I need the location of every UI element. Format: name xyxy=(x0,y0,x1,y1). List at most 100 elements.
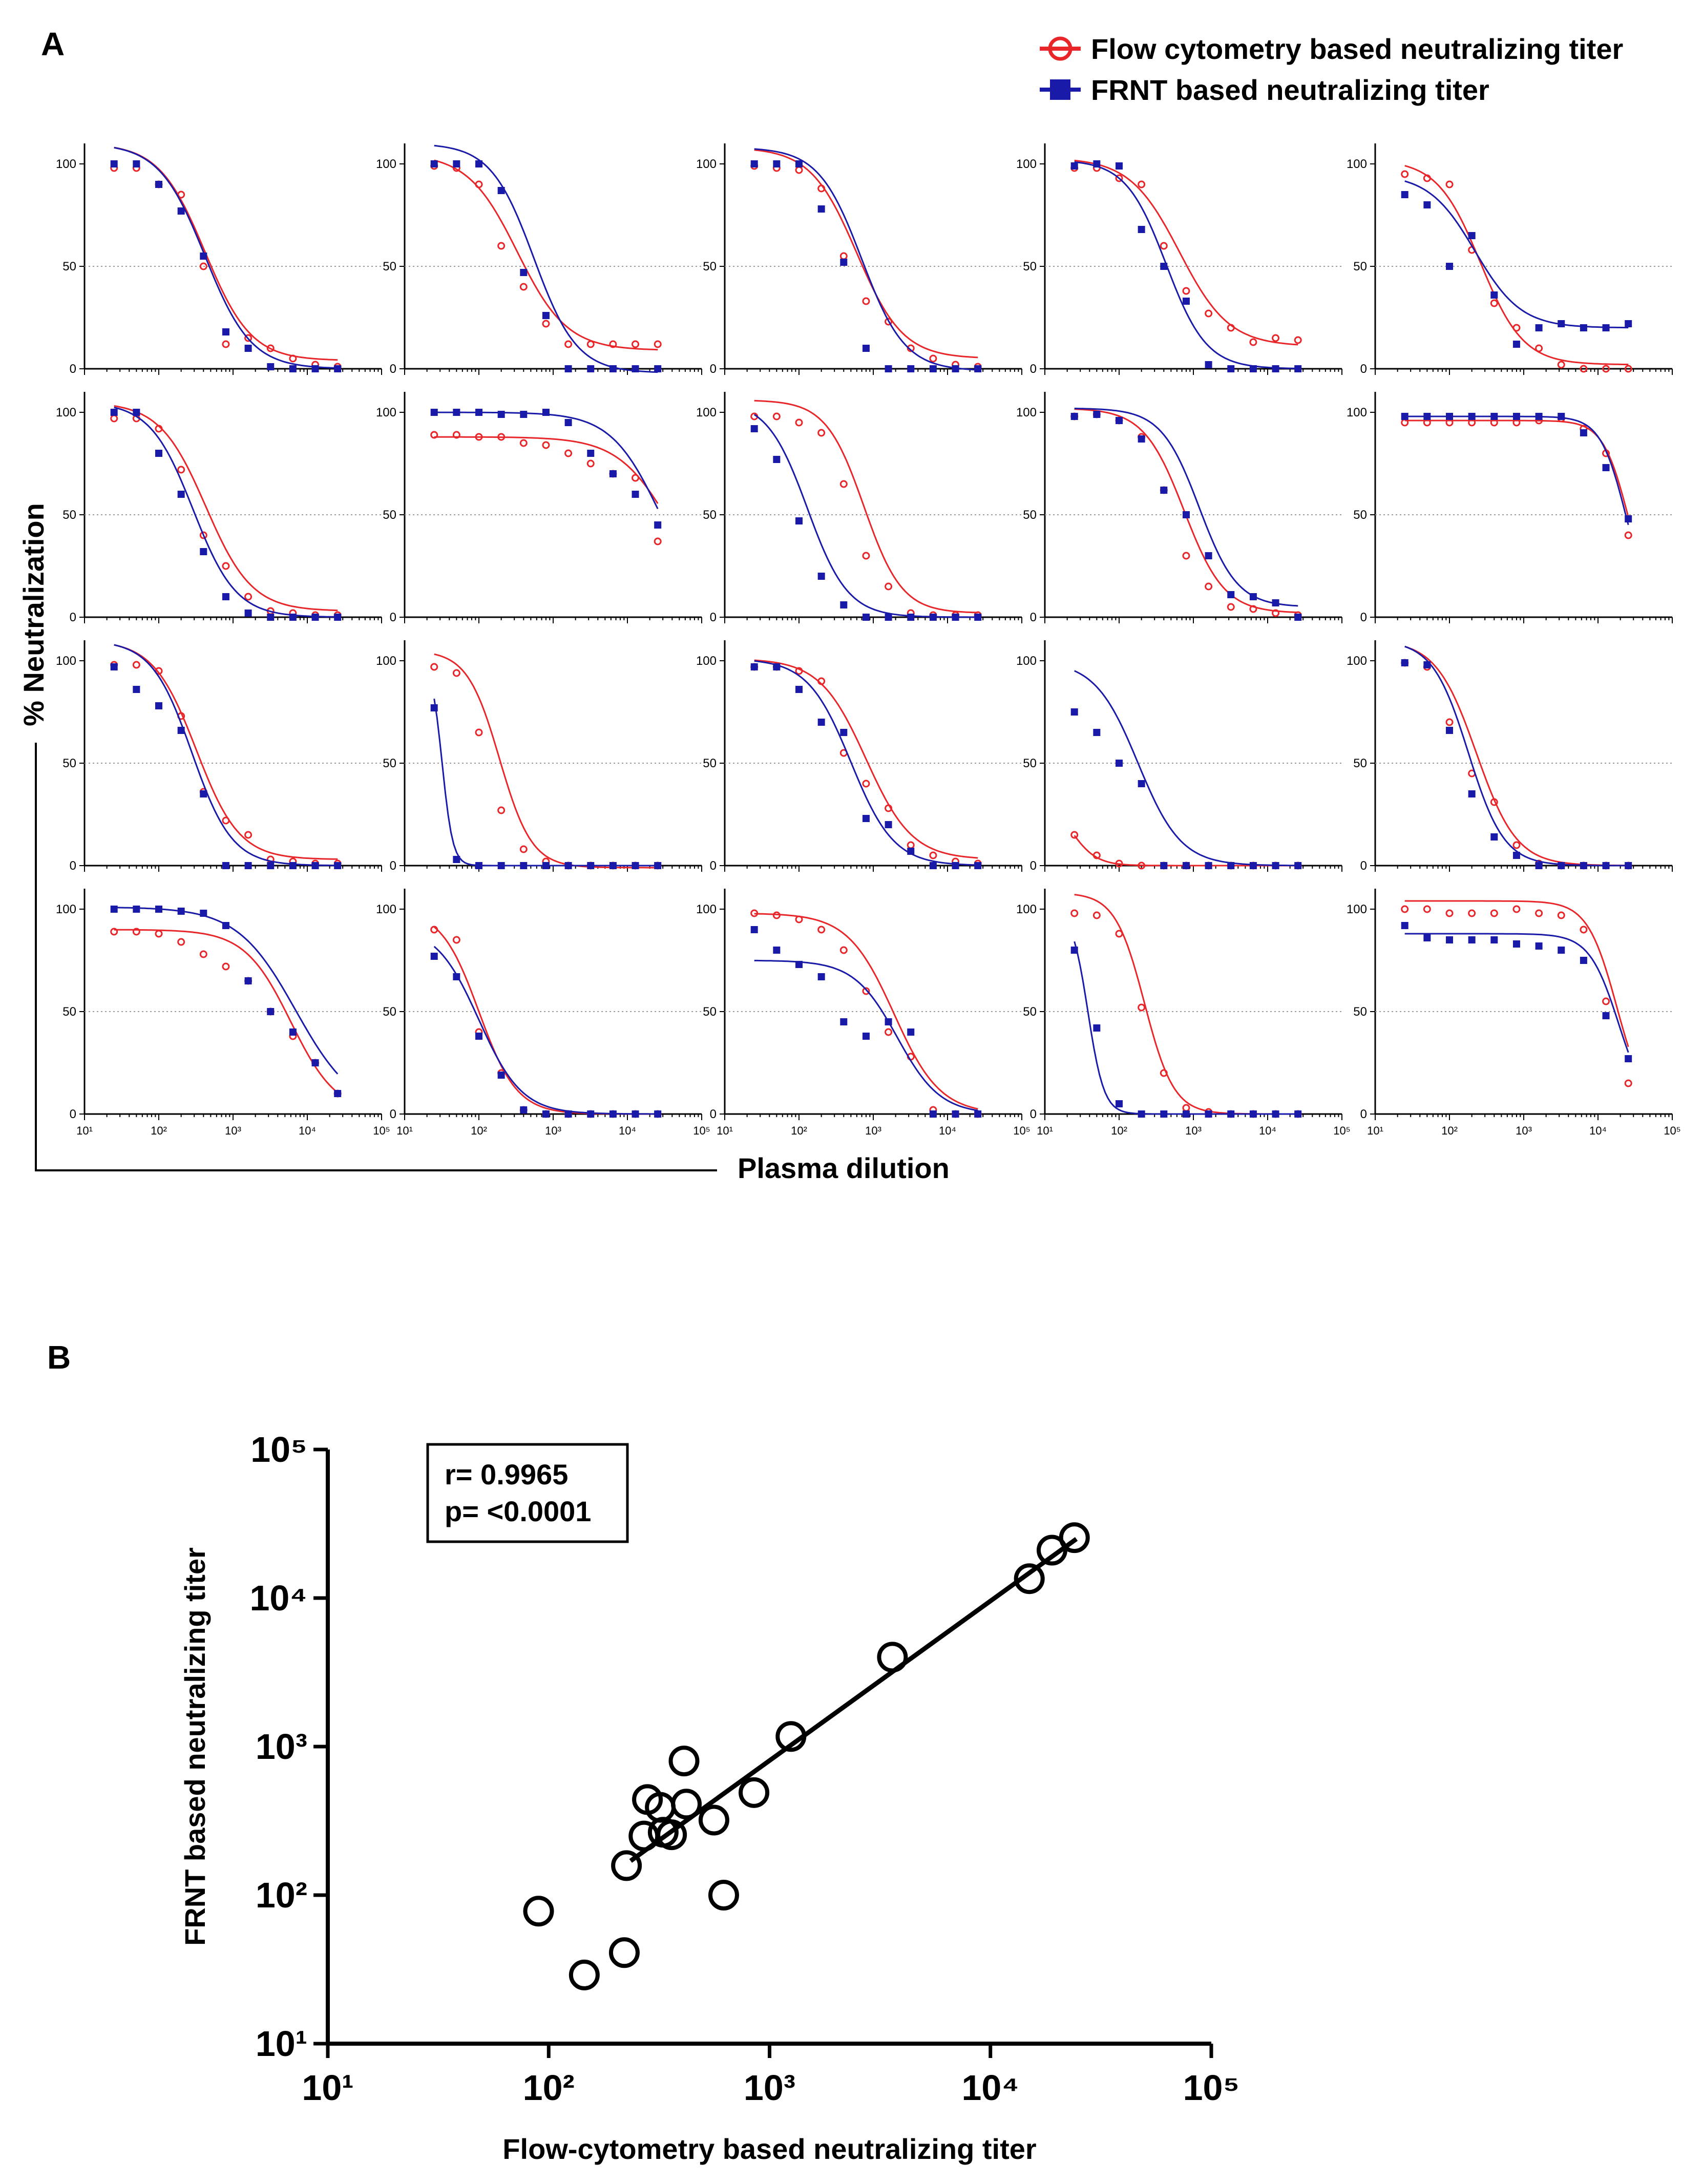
frnt-point xyxy=(222,328,229,335)
scatter-point xyxy=(698,1804,729,1836)
x-tick-label: 10⁴ xyxy=(619,1124,636,1137)
y-tick-label: 100 xyxy=(1016,902,1037,916)
frnt-point xyxy=(974,365,982,372)
frnt-point xyxy=(773,663,781,670)
y-tick-label: 100 xyxy=(1016,406,1037,419)
x-tick-label: 10⁵ xyxy=(1664,1124,1681,1137)
frnt-point xyxy=(654,521,662,529)
flow-point xyxy=(155,667,163,675)
frnt-point xyxy=(1138,226,1145,233)
y-tick-label: 100 xyxy=(696,654,717,668)
frnt-point xyxy=(1490,413,1498,420)
frnt-point xyxy=(1625,320,1632,327)
frnt-point xyxy=(609,365,617,372)
flow-point xyxy=(244,593,253,601)
y-tick-label: 50 xyxy=(703,757,717,770)
x-tick-label: 10³ xyxy=(1516,1124,1532,1137)
frnt-point xyxy=(974,614,982,621)
flow-point xyxy=(862,987,870,995)
frnt-point xyxy=(453,409,460,416)
y-tick-label: 50 xyxy=(1023,1005,1037,1019)
frnt-point xyxy=(520,1106,528,1114)
x-tick-label: 10² xyxy=(471,1124,487,1137)
frnt-point xyxy=(244,977,252,984)
frnt-point xyxy=(773,947,781,954)
flow-point xyxy=(132,661,140,669)
y-tick-label: 0 xyxy=(1360,859,1367,873)
y-tick-label: 100 xyxy=(1347,902,1367,916)
frnt-point xyxy=(430,160,438,167)
frnt-point xyxy=(1446,263,1453,270)
frnt-point xyxy=(334,614,342,621)
flow-point xyxy=(1115,174,1123,182)
frnt-point xyxy=(289,614,297,621)
frnt-point xyxy=(564,862,572,869)
frnt-point xyxy=(520,862,528,869)
frnt-point xyxy=(632,862,639,869)
frnt-point xyxy=(155,906,162,913)
flow-fit-curve xyxy=(754,149,978,359)
flow-point xyxy=(1557,361,1565,369)
scatter-point xyxy=(708,1880,739,1910)
flow-point xyxy=(1445,180,1454,188)
y-tick-label: 50 xyxy=(1353,757,1367,770)
frnt-point xyxy=(632,365,639,372)
frnt-fit-curve xyxy=(1404,933,1629,1053)
flow-point xyxy=(430,431,438,439)
frnt-point xyxy=(311,614,319,621)
frnt-point xyxy=(1423,201,1431,208)
flow-point xyxy=(654,340,662,348)
frnt-point xyxy=(1272,599,1279,606)
frnt-point xyxy=(929,614,937,621)
flow-point xyxy=(1205,309,1213,318)
frnt-point xyxy=(862,815,870,822)
x-tick-label: 10⁴ xyxy=(962,2068,1020,2108)
frnt-point xyxy=(430,704,438,711)
y-tick-label: 10⁵ xyxy=(250,1430,307,1469)
frnt-point xyxy=(155,181,162,188)
flow-point xyxy=(817,184,826,193)
frnt-point xyxy=(564,365,572,372)
frnt-fit-curve xyxy=(753,414,978,618)
flow-point xyxy=(1160,242,1168,250)
frnt-point xyxy=(1182,511,1190,518)
frnt-point xyxy=(475,1033,482,1040)
y-tick-label: 50 xyxy=(383,260,396,274)
panel-b-xlabel: Flow-cytometry based neutralizing titer xyxy=(502,2133,1036,2165)
frnt-point xyxy=(1205,552,1212,559)
frnt-point xyxy=(1625,1055,1632,1062)
subplot-13: 0 50 100 xyxy=(696,640,1022,873)
flow-point xyxy=(1115,859,1123,868)
frnt-point xyxy=(1093,411,1101,418)
flow-point xyxy=(1602,365,1610,373)
panel-a-grid: 0 50 100 0 50 100 0 50 100 0 50 100 0 50 100 0 50 100 0 50 1… xyxy=(56,143,1681,1137)
y-tick-label: 0 xyxy=(1030,1107,1037,1121)
flow-point xyxy=(1070,831,1079,839)
frnt-point xyxy=(1272,365,1279,372)
flow-point xyxy=(1423,905,1431,913)
scatter-point xyxy=(775,1721,807,1752)
frnt-point xyxy=(885,1018,892,1025)
frnt-point xyxy=(475,160,482,167)
frnt-point xyxy=(907,1028,915,1036)
frnt-point xyxy=(520,411,528,418)
y-tick-label: 100 xyxy=(56,157,76,171)
frnt-point xyxy=(1580,862,1587,869)
subplot-14: 0 50 100 xyxy=(1016,640,1342,873)
frnt-point xyxy=(1272,1110,1279,1118)
scatter-point xyxy=(611,1850,642,1881)
flow-point xyxy=(199,262,207,270)
frnt-point xyxy=(1227,862,1235,869)
frnt-point xyxy=(267,363,275,370)
frnt-point xyxy=(750,926,758,933)
y-tick-label: 100 xyxy=(376,902,396,916)
y-tick-label: 50 xyxy=(62,260,76,274)
flow-point xyxy=(1557,911,1565,919)
frnt-point xyxy=(311,365,319,372)
frnt-point xyxy=(177,491,185,498)
frnt-point xyxy=(542,1110,550,1118)
frnt-point xyxy=(1160,1110,1168,1118)
flow-point xyxy=(929,851,937,859)
panel-a-label: A xyxy=(41,26,65,62)
flow-point xyxy=(1249,338,1257,346)
